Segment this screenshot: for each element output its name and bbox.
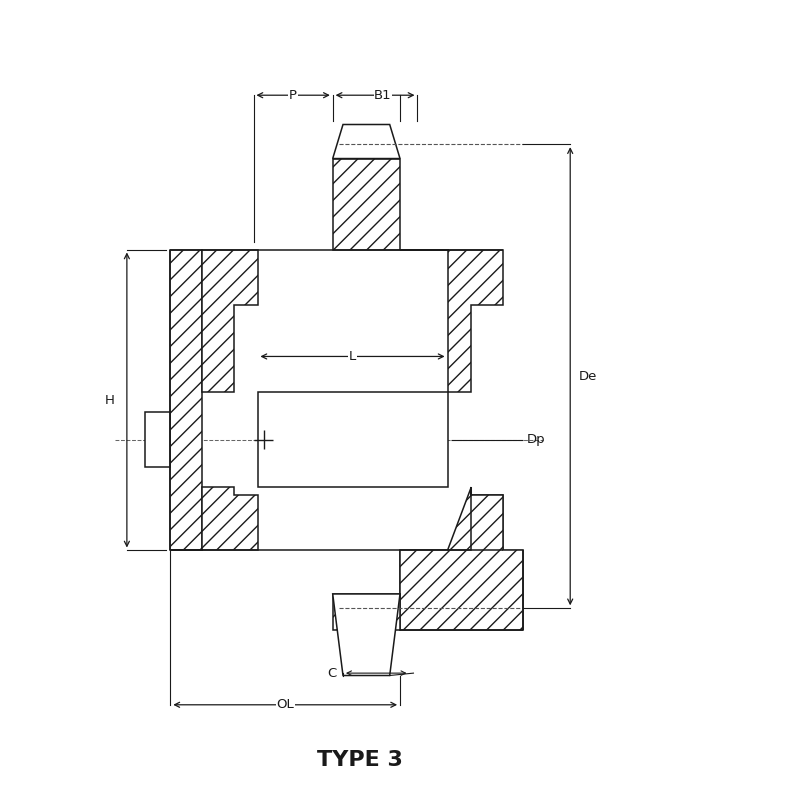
Polygon shape (145, 412, 170, 467)
Text: L: L (349, 350, 356, 363)
Text: TYPE 3: TYPE 3 (318, 750, 403, 770)
Polygon shape (333, 125, 400, 158)
Text: OL: OL (276, 698, 294, 711)
Text: P: P (289, 89, 297, 102)
Text: C: C (327, 666, 337, 680)
Polygon shape (170, 487, 258, 550)
Polygon shape (400, 250, 503, 392)
Polygon shape (258, 392, 447, 487)
Polygon shape (170, 250, 202, 550)
Polygon shape (202, 250, 258, 392)
Text: Dp: Dp (526, 433, 546, 446)
Polygon shape (333, 594, 400, 675)
Text: B1: B1 (374, 89, 392, 102)
Polygon shape (400, 487, 522, 630)
Polygon shape (333, 158, 400, 250)
Polygon shape (400, 487, 522, 630)
Text: H: H (105, 394, 114, 406)
Text: De: De (578, 370, 597, 382)
Polygon shape (333, 594, 400, 630)
